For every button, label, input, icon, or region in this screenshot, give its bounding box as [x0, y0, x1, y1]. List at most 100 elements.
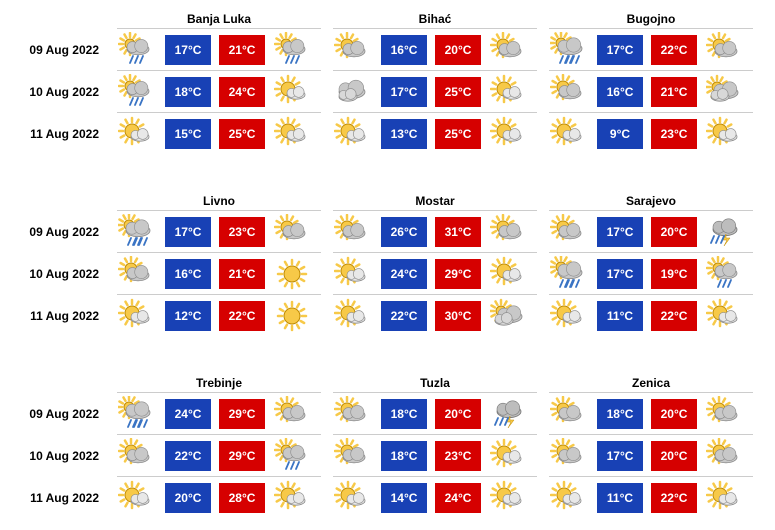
date-label: 10 Aug 2022: [10, 267, 105, 281]
weather-icon: [117, 395, 155, 433]
temp-low: 17°C: [165, 35, 211, 65]
temp-low: 18°C: [165, 77, 211, 107]
weather-icon: [117, 437, 155, 475]
temp-low: 16°C: [597, 77, 643, 107]
weather-icon: [117, 297, 155, 335]
temp-low: 16°C: [165, 259, 211, 289]
date-label: 11 Aug 2022: [10, 127, 105, 141]
weather-icon: [549, 297, 587, 335]
weather-icon: [549, 437, 587, 475]
temp-low: 17°C: [597, 35, 643, 65]
weather-icon: [705, 73, 743, 111]
forecast-row: 10 Aug 2022 18°C 24°C 17°C25°C 16°C 21°C: [10, 70, 765, 112]
forecast-row: 11 Aug 2022 15°C25°C 13°C 25°C 9°C23°C: [10, 112, 765, 154]
temp-high: 22°C: [651, 483, 697, 513]
temp-high: 29°C: [219, 399, 265, 429]
city-name: Sarajevo: [549, 194, 753, 210]
forecast-row: 10 Aug 2022 22°C29°C 18°C23°C 17°C20°C: [10, 434, 765, 476]
weather-icon: [333, 213, 371, 251]
temp-high: 20°C: [651, 399, 697, 429]
temp-high: 20°C: [651, 441, 697, 471]
forecast-cell: 17°C25°C: [333, 70, 537, 113]
temp-low: 26°C: [381, 217, 427, 247]
weather-icon: [117, 115, 155, 153]
weather-icon: [333, 479, 371, 517]
forecast-cell: 17°C 21°C: [117, 28, 321, 71]
date-label: 10 Aug 2022: [10, 85, 105, 99]
city-name: Bihać: [333, 12, 537, 28]
weather-icon: [549, 395, 587, 433]
temp-high: 24°C: [219, 77, 265, 107]
forecast-row: 09 Aug 2022 24°C29°C 18°C20°C 18°C20°C: [10, 392, 765, 434]
weather-icon: [117, 31, 155, 69]
weather-icon: [117, 73, 155, 111]
weather-icon: [705, 255, 743, 293]
weather-icon: [489, 479, 527, 517]
forecast-cell: 17°C20°C: [549, 210, 753, 253]
temp-low: 17°C: [597, 441, 643, 471]
temp-low: 12°C: [165, 301, 211, 331]
weather-icon: [333, 255, 371, 293]
weather-icon: [705, 31, 743, 69]
temp-high: 20°C: [435, 35, 481, 65]
forecast-cell: 17°C19°C: [549, 252, 753, 295]
date-label: 11 Aug 2022: [10, 309, 105, 323]
weather-icon: [273, 115, 311, 153]
weather-icon: [333, 395, 371, 433]
temp-low: 18°C: [381, 399, 427, 429]
forecast-cell: 22°C30°C: [333, 294, 537, 337]
weather-icon: [489, 213, 527, 251]
date-label: 09 Aug 2022: [10, 43, 105, 57]
forecast-cell: 17°C22°C: [549, 28, 753, 71]
forecast-cell: 15°C25°C: [117, 112, 321, 155]
city-name: Banja Luka: [117, 12, 321, 28]
city-name: Livno: [117, 194, 321, 210]
weather-icon: [333, 297, 371, 335]
temp-low: 13°C: [381, 119, 427, 149]
weather-icon: [273, 31, 311, 69]
temp-low: 18°C: [597, 399, 643, 429]
weather-icon: [333, 115, 371, 153]
forecast-cell: 9°C23°C: [549, 112, 753, 155]
temp-high: 23°C: [435, 441, 481, 471]
forecast-cell: 11°C22°C: [549, 294, 753, 337]
forecast-cell: 18°C23°C: [333, 434, 537, 477]
weather-icon: [273, 479, 311, 517]
weather-icon: [705, 115, 743, 153]
weather-icon: [489, 297, 527, 335]
forecast-cell: 13°C 25°C: [333, 112, 537, 155]
forecast-cell: 17°C23°C: [117, 210, 321, 253]
temp-high: 19°C: [651, 259, 697, 289]
temp-high: 21°C: [651, 77, 697, 107]
city-name: Tuzla: [333, 376, 537, 392]
temp-low: 24°C: [381, 259, 427, 289]
forecast-group: Banja Luka Bihać Bugojno 09 Aug 2022 17°C 21…: [10, 12, 765, 154]
temp-high: 25°C: [435, 119, 481, 149]
weather-icon: [273, 297, 311, 335]
weather-icon: [273, 437, 311, 475]
city-name: Trebinje: [117, 376, 321, 392]
temp-high: 25°C: [435, 77, 481, 107]
forecast-cell: 18°C 24°C: [117, 70, 321, 113]
weather-icon: [117, 255, 155, 293]
forecast-cell: 16°C 21°C: [549, 70, 753, 113]
weather-icon: [489, 395, 527, 433]
weather-icon: [489, 437, 527, 475]
temp-high: 21°C: [219, 35, 265, 65]
forecast-group: TrebinjeTuzlaZenica09 Aug 2022 24°C29°C …: [10, 376, 765, 518]
temp-high: 23°C: [219, 217, 265, 247]
date-label: 09 Aug 2022: [10, 407, 105, 421]
city-name: Zenica: [549, 376, 753, 392]
temp-low: 22°C: [165, 441, 211, 471]
forecast-group: LivnoMostarSarajevo09 Aug 2022 17°C23°C …: [10, 194, 765, 336]
weather-icon: [705, 297, 743, 335]
temp-high: 25°C: [219, 119, 265, 149]
temp-low: 11°C: [597, 483, 643, 513]
weather-icon: [489, 31, 527, 69]
forecast-cell: 14°C24°C: [333, 476, 537, 519]
weather-icon: [549, 31, 587, 69]
city-name: Bugojno: [549, 12, 753, 28]
weather-icon: [549, 115, 587, 153]
date-label: 10 Aug 2022: [10, 449, 105, 463]
temp-high: 28°C: [219, 483, 265, 513]
